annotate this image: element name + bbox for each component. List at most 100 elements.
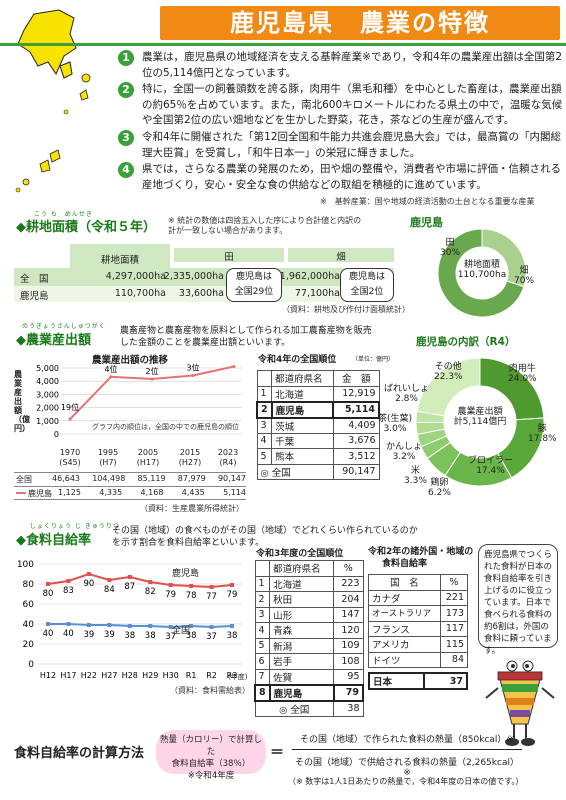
data-point bbox=[68, 417, 72, 421]
mascot-icon bbox=[485, 660, 555, 746]
selfsuff-ruby: しょくりょう じ きゅうりつ bbox=[30, 523, 120, 530]
data-label: 38 bbox=[186, 631, 197, 641]
label-beef: 肉用牛 24.0% bbox=[508, 364, 537, 384]
data-point bbox=[209, 625, 214, 629]
intro-item-3: 3 令和4年に開催された「第12回全国和牛能力共進会鹿児島大会」では，最高賞の「… bbox=[118, 130, 563, 161]
y-tick-label: 0 bbox=[54, 430, 59, 439]
col-total: 耕地面積 bbox=[100, 255, 139, 266]
selfsuff-line-chart: 0 20 40 60 80 100 H12 H17 H22 H27 H28 H29 H30 R1 R2 R3 8… bbox=[17, 560, 242, 680]
intro-text: 特に，全国一の飼養頭数を誇る豚，肉用牛（黒毛和種）を中心とした畜産は，農業産出額… bbox=[142, 83, 563, 126]
rice-rank-badge: 鹿児島は 全国29位 bbox=[226, 268, 282, 302]
data-label: 38 bbox=[145, 631, 156, 641]
formula-left: 熱量（カロリー）で計算した 食料自給率（38％） ※令和4年度 bbox=[156, 730, 266, 781]
data-point bbox=[46, 582, 50, 586]
label-rice: 米 3.3% bbox=[404, 466, 427, 486]
row-label: 鹿児島 bbox=[20, 291, 49, 302]
x-tick-label: H30 bbox=[163, 671, 179, 680]
formula-equals: ＝ bbox=[270, 745, 284, 761]
data-label: 79 bbox=[165, 590, 176, 600]
data-point bbox=[66, 579, 71, 583]
label-broiler: ブロイラー 17.4% bbox=[468, 456, 514, 476]
farmland-heading: ◆耕地面積（令和５年） bbox=[16, 220, 156, 235]
rank-label: 2位 bbox=[145, 366, 158, 376]
formula-denominator: その国（地域）で供給される食料の熱量（2,265kcal）※ bbox=[295, 758, 519, 778]
breakdown-title: 鹿児島の内訳（R4） bbox=[416, 336, 516, 348]
data-point bbox=[230, 624, 234, 628]
label-other: その他 22.3% bbox=[434, 362, 463, 382]
number-badge: 3 bbox=[118, 130, 134, 146]
cell: 77,100ha bbox=[294, 288, 340, 299]
label-sweet: かんしょ 3.2% bbox=[386, 442, 423, 462]
donut-slice bbox=[416, 357, 481, 417]
number-badge: 4 bbox=[118, 162, 134, 178]
data-label: 78 bbox=[186, 591, 197, 601]
cell: 2,335,000ha bbox=[163, 271, 224, 282]
intro-text: 県では，さらなる農業の発展のため，田や畑の整備や，消費者や市場に評価・信頼される… bbox=[142, 163, 562, 191]
rank-self-table: 都道府県名% 1 北海道 223 2 秋田 204 3 山形 147 4 青森 120 5 新潟 1… bbox=[254, 560, 365, 717]
output-line-chart: 0 1,000 2,000 3,000 4,000 5,000 19位 4位 2位 3位 2位 bbox=[36, 362, 242, 439]
number-badge: 2 bbox=[118, 82, 134, 98]
data-label: 90 bbox=[83, 579, 94, 589]
data-point bbox=[86, 572, 91, 576]
farmland-source: （資料：耕地及び作付け面積統計） bbox=[282, 305, 410, 314]
rank-output-unit: （単位：億円） bbox=[352, 356, 395, 363]
data-label: 37 bbox=[206, 632, 217, 642]
data-point bbox=[168, 583, 173, 587]
world-japan: 日本 37 bbox=[368, 672, 469, 690]
x-tick-label: R3 bbox=[227, 671, 238, 680]
series-label-kago: 鹿児島 bbox=[172, 569, 200, 579]
data-label: 82 bbox=[145, 587, 156, 597]
col-field: 畑 bbox=[336, 252, 346, 263]
label-egg: 鶏卵 6.2% bbox=[428, 478, 451, 498]
land-field-label: 畑 70% bbox=[514, 266, 535, 286]
data-label: 38 bbox=[227, 631, 238, 641]
y-tick-label: 0 bbox=[28, 660, 34, 670]
x-tick-label: H29 bbox=[142, 671, 158, 680]
label-tea: 茶(生葉) 3.0% bbox=[378, 414, 413, 434]
rank-output-table: 都道府県名金 額 1 北海道 12,919 2 鹿児島 5,114 3 茨城 4,409 4… bbox=[256, 370, 380, 480]
x-tick-label: H28 bbox=[122, 671, 138, 680]
data-point bbox=[189, 624, 194, 628]
data-label: 37 bbox=[165, 632, 176, 642]
label-potato: ばれいしょ 2.8% bbox=[384, 384, 430, 404]
data-point bbox=[232, 364, 236, 368]
output-desc: 農畜産物と農畜産物を原料として作られる加工農畜産物を販売した金額のことを農業産出… bbox=[120, 326, 372, 348]
y-tick-label: 40 bbox=[23, 620, 35, 630]
formula-label: 食料自給率の計算方法 bbox=[14, 746, 145, 761]
rank-label: 2位 bbox=[227, 362, 240, 363]
series-line bbox=[47, 572, 233, 589]
intro-footnote: ※ 基幹産業：国や地域の経済活動の土台となる重要な産業 bbox=[320, 197, 535, 206]
cell: 33,600ha bbox=[178, 288, 224, 299]
rank-label: 3位 bbox=[186, 362, 199, 372]
output-source: （資料：生産農業所得統計） bbox=[140, 504, 244, 513]
data-point bbox=[150, 377, 154, 381]
x-tick-label: H17 bbox=[60, 671, 76, 680]
y-tick-label: 4,000 bbox=[36, 377, 59, 386]
rank-output-title: 令和4年の全国順位 bbox=[258, 355, 337, 365]
intro-text: 農業は，鹿児島県の地域経済を支える基幹産業※であり，令和4年の農業産出額は全国第… bbox=[142, 51, 563, 79]
legend-line bbox=[16, 492, 26, 494]
data-point bbox=[86, 623, 91, 627]
xunit: (年度) bbox=[228, 673, 248, 681]
intro-item-4: 4 県では，さらなる農業の発展のため，田や畑の整備や，消費者や市場に評価・信頼さ… bbox=[118, 162, 563, 193]
x-tick-label: H12 bbox=[40, 671, 56, 680]
y-tick-label: 80 bbox=[23, 580, 35, 590]
world-title: 令和2年の諸外国・地域の 食料自給率 bbox=[368, 547, 474, 569]
kagoshima-map-icon bbox=[4, 4, 114, 194]
output-heading: ◆農業産出額 bbox=[16, 333, 91, 348]
land-rice-label: 田 30% bbox=[440, 238, 461, 258]
cell: 4,297,000ha bbox=[105, 271, 166, 282]
label-pig: 豚 17.8% bbox=[528, 424, 557, 444]
donut-slice bbox=[437, 228, 525, 318]
data-point bbox=[148, 580, 153, 584]
intro-item-2: 2 特に，全国一の飼養頭数を誇る豚，肉用牛（黒毛和種）を中心とした畜産は，農業産… bbox=[118, 82, 563, 129]
data-label: 83 bbox=[63, 586, 74, 596]
selfsuff-heading: ◆食料自給率 bbox=[16, 533, 91, 548]
breakdown-donut-chart bbox=[415, 357, 545, 487]
number-badge: 1 bbox=[118, 50, 134, 66]
x-tick-label: H22 bbox=[81, 671, 97, 680]
cell: 1,962,000ha bbox=[279, 271, 340, 282]
y-tick-label: 20 bbox=[23, 640, 35, 650]
y-tick-label: 1,000 bbox=[36, 417, 59, 426]
breakdown-center: 農業産出額 計5,114億円 bbox=[453, 407, 507, 427]
